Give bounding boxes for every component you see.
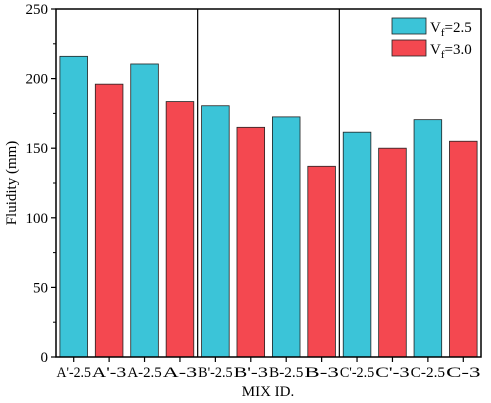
x-axis: A'-2.5 A'-3 A-2.5 A-3 B'-2.5 B'-3 B-2.5 B-3 C'-2…: [57, 357, 480, 381]
bar-c-2.5: [413, 119, 443, 358]
x-tick-label: C'-2.5: [340, 365, 374, 381]
bar-a-2.5: [130, 63, 159, 358]
x-tick-label: A-2.5: [127, 365, 161, 381]
x-tick-label: A-3: [163, 365, 197, 381]
y-tick-label: 50: [33, 280, 48, 296]
bar-ap-3: [94, 83, 124, 358]
y-axis-title: Fluidity (mm): [4, 141, 20, 226]
group-dividers: [197, 9, 340, 357]
bar-bp-3: [236, 126, 266, 358]
y-tick-label: 250: [26, 2, 49, 18]
bar-c-3: [449, 140, 478, 358]
x-tick-label: A'-2.5: [57, 365, 91, 381]
y-tick-label: 200: [26, 72, 49, 88]
y-tick-label: 100: [26, 211, 49, 227]
bar-a-3: [165, 101, 195, 358]
x-tick-label: C-2.5: [411, 365, 445, 381]
bar-b-3: [307, 165, 336, 358]
x-tick-label: A'-3: [92, 365, 126, 381]
bar-ap-2.5: [59, 55, 88, 358]
bar-cp-3: [378, 147, 407, 358]
x-axis-title: MIX ID.: [242, 384, 295, 400]
x-tick-label: B-3: [304, 365, 338, 381]
legend-swatch-2.5: [391, 17, 427, 35]
bar-bp-2.5: [201, 105, 230, 358]
bar-cp-2.5: [342, 131, 372, 358]
x-tick-label: B'-2.5: [198, 365, 232, 381]
y-tick-label: 0: [41, 350, 49, 366]
x-tick-label: B'-3: [234, 365, 268, 381]
legend-label-2.5: Vf=2.5: [430, 20, 472, 39]
y-tick-label: 150: [26, 141, 49, 157]
legend-label-3.0: Vf=3.0: [430, 42, 472, 61]
bars-layer: [59, 55, 478, 358]
bar-b-2.5: [271, 116, 301, 358]
x-tick-label: C-3: [446, 365, 480, 381]
y-axis: 0 50 100 150 200 250: [26, 2, 56, 366]
x-tick-label: B-2.5: [269, 365, 303, 381]
x-tick-label: C'-3: [375, 365, 409, 381]
legend-swatch-3.0: [391, 39, 427, 57]
legend: Vf=2.5 Vf=3.0: [391, 17, 472, 61]
